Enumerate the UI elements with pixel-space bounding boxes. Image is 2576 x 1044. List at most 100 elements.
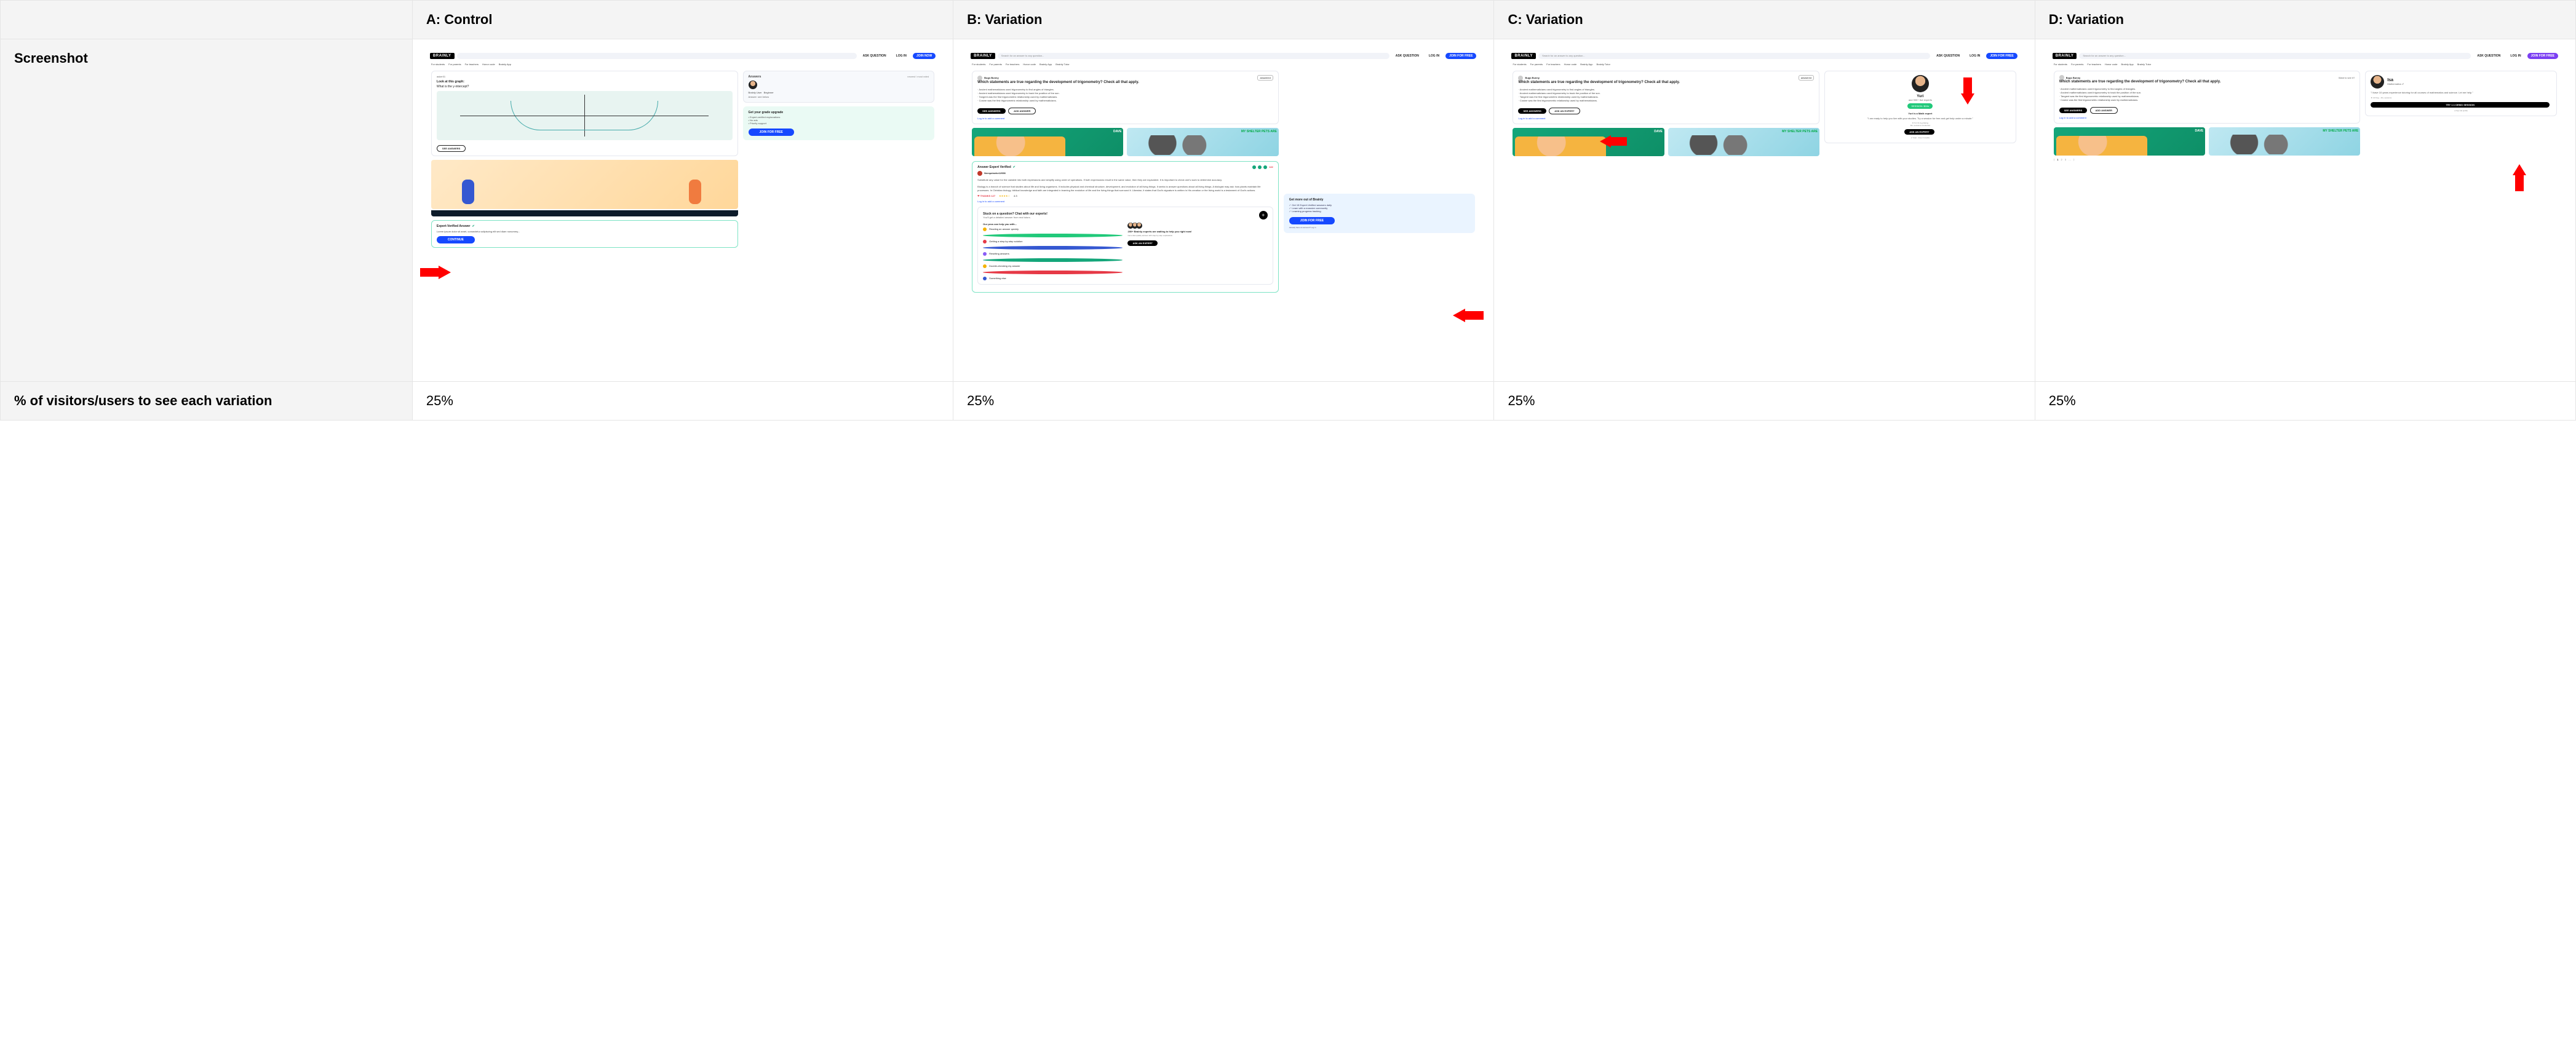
expert-sub: Mathematics ✔ — [2387, 82, 2404, 85]
red-arrow-down-icon — [1961, 77, 1974, 105]
ad-tile-pets[interactable]: MY SHELTER PETS ARE — [1668, 128, 1819, 156]
ask-question-button[interactable]: ASK QUESTION — [1933, 53, 1963, 59]
login-hint[interactable]: Log in to add a comment — [977, 117, 1273, 120]
stars-icon[interactable]: ★★★★☆ — [999, 194, 1010, 197]
nav-links: For students For parents For teachers Ho… — [1508, 61, 2021, 68]
rating: 4.3 — [1014, 194, 1017, 197]
expand-icon[interactable]: + — [1259, 211, 1268, 219]
ad-tile-dave[interactable]: DAVE — [1513, 128, 1664, 156]
ask-question-button[interactable]: ASK QUESTION — [2473, 53, 2504, 59]
control-q1: Look at this graph: — [437, 80, 733, 84]
answered-badge: answered — [1257, 75, 1273, 81]
see-answers-button[interactable]: SEE ANSWERS — [1518, 108, 1546, 114]
header-blank — [1, 1, 413, 39]
ask-expert-button[interactable]: ASK AN EXPERT — [1549, 108, 1580, 114]
search-input[interactable]: Search for an answer to any question... — [1538, 53, 1930, 59]
login-button[interactable]: LOG IN — [892, 53, 910, 59]
join-button[interactable]: JOIN FOR FREE — [1445, 53, 1476, 59]
row-label-percent: % of visitors/users to see each variatio… — [1, 382, 413, 421]
expert-blurb: "I have 10 years experience tutoring for… — [2371, 91, 2551, 94]
join-button[interactable]: JOIN FOR FREE — [1986, 53, 2017, 59]
question-card: Bugs Bunny answered Which statements are… — [972, 71, 1279, 124]
red-arrow-icon — [1453, 309, 1484, 322]
join-button[interactable]: JOIN FOR FREE — [1289, 217, 1335, 224]
search-input[interactable] — [457, 53, 857, 59]
search-input[interactable]: Search for an answer to any question... — [2079, 53, 2471, 59]
logo: BRAINLY — [971, 53, 995, 59]
stuck-title: Stuck on a question? Chat with our exper… — [983, 212, 1047, 216]
ad-row: DAVE MY SHELTER PETS ARE — [1513, 128, 1819, 156]
avatar-icon — [2059, 75, 2064, 80]
percent-row: % of visitors/users to see each variatio… — [1, 382, 2576, 421]
ad-tile-pets[interactable]: MY SHELTER PETS ARE — [2209, 127, 2360, 156]
add-answer-button[interactable]: ADD ANSWER — [1008, 108, 1036, 114]
mock-d: BRAINLY Search for an answer to any ques… — [2049, 50, 2562, 223]
pct-a: 25% — [412, 382, 953, 421]
getmore-foot[interactable]: Already have an account? Log in — [1289, 226, 1470, 229]
cell-a-control: BRAINLY ASK QUESTION LOG IN JOIN NOW For… — [412, 39, 953, 382]
ad-tile-dave[interactable]: DAVE — [972, 128, 1123, 156]
join-now-button[interactable]: JOIN NOW — [913, 53, 936, 59]
row-label-screenshot: Screenshot — [1, 39, 413, 382]
expert-verified-label: Expert-Verified Answer — [437, 224, 471, 228]
try-demo-button[interactable]: TRY 1:1 DEMO SESSION — [2371, 102, 2550, 108]
logo: BRAINLY — [2053, 53, 2077, 59]
expert-sub: and 900+ live experts — [1830, 98, 2011, 101]
expert-card-isa: Isa Mathematics ✔ "I have 10 years exper… — [2365, 71, 2557, 116]
login-button[interactable]: LOG IN — [1966, 53, 1984, 59]
answer-verified-label: Answer Expert Verified — [977, 165, 1011, 169]
ad-tile-dave[interactable]: DAVE — [2054, 127, 2205, 156]
ask-question-button[interactable]: ASK QUESTION — [1392, 53, 1423, 59]
login-button[interactable]: LOG IN — [1425, 53, 1443, 59]
question-title: Which statements are true regarding the … — [1518, 81, 1814, 85]
upgrade-title: Get your grade upgrade — [749, 111, 929, 114]
waiting-text: 200+ Brainly experts are waiting to help… — [1127, 230, 1267, 233]
avatar-icon — [1518, 76, 1523, 81]
login-button[interactable]: LOG IN — [2506, 53, 2524, 59]
getmore-card: Get more out of Brainly ✓ Get 15 Expert-… — [1284, 194, 1476, 233]
side-join-button[interactable]: JOIN FOR FREE — [749, 129, 794, 136]
header-a: A: Control — [412, 1, 953, 39]
header-c: C: Variation — [1494, 1, 2035, 39]
getmore-title: Get more out of Brainly — [1289, 198, 1470, 202]
expert-name: Isa — [2387, 78, 2404, 82]
ad-tile-pets[interactable]: MY SHELTER PETS ARE — [1127, 128, 1278, 156]
ask-expert-button[interactable]: ASK AN EXPERT — [1127, 240, 1157, 246]
thanks-count[interactable]: ❤ THANKS 127 — [977, 194, 995, 197]
add-answer-button[interactable]: ADD ANSWER — [2090, 107, 2118, 114]
video-tile[interactable] — [431, 160, 738, 209]
red-arrow-icon — [420, 266, 451, 279]
author: Bugs Bunny — [2066, 76, 2081, 79]
cta-button[interactable]: CONTINUE — [437, 236, 475, 243]
ask-expert-button[interactable]: ASK AN EXPERT — [1904, 129, 1934, 135]
video-controls[interactable] — [431, 210, 738, 216]
question-bullets: · Ancient mathematicians used trigonomet… — [1518, 88, 1814, 103]
red-arrow-left-icon — [1600, 135, 1627, 148]
answer-author: Neequimeke12936 — [984, 172, 1006, 175]
paginator[interactable]: ⟨123…⟩ — [2054, 158, 2361, 161]
see-answers-button[interactable]: SEE ANSWERS — [437, 145, 466, 152]
cell-b-variation: BRAINLY Search for an answer to any ques… — [953, 39, 1494, 382]
expert-answer-card: Expert-Verified Answer ✔ Lorem ipsum dol… — [431, 220, 738, 248]
ad-row: DAVE MY SHELTER PETS ARE — [2054, 127, 2361, 156]
login-hint[interactable]: Log in to add a comment — [2059, 116, 2355, 119]
cell-d-variation: BRAINLY Search for an answer to any ques… — [2035, 39, 2575, 382]
join-button[interactable]: JOIN FOR FREE — [2527, 53, 2558, 59]
header-row: A: Control B: Variation C: Variation D: … — [1, 1, 2576, 39]
question-bullets: · Ancient mathematicians used trigonomet… — [2059, 87, 2355, 102]
login-hint[interactable]: Log in to add a comment — [977, 200, 1273, 203]
see-answers-button[interactable]: SEE ANSWERS — [977, 108, 1005, 114]
answer-avatar-icon — [977, 171, 982, 176]
ad-row: DAVE MY SHELTER PETS ARE — [972, 128, 1279, 156]
ask-question-button[interactable]: ASK QUESTION — [859, 53, 890, 59]
login-hint[interactable]: Log in to add a comment — [1518, 117, 1814, 120]
see-profile-link[interactable]: ● See full profile — [2371, 109, 2551, 112]
stuck-sub: You'll get a detailed answer from real t… — [983, 216, 1047, 219]
question-title: Which statements are true regarding the … — [2059, 80, 2355, 85]
question-card: Bugs Bunny Want to see it? Which stateme… — [2054, 71, 2361, 124]
graph-image — [437, 91, 733, 140]
question-title: Which statements are true regarding the … — [977, 81, 1273, 85]
see-answers-button[interactable]: SEE ANSWERS — [2059, 108, 2087, 113]
search-input[interactable]: Search for an answer to any question... — [998, 53, 1389, 59]
mock-a: BRAINLY ASK QUESTION LOG IN JOIN NOW For… — [426, 50, 939, 315]
